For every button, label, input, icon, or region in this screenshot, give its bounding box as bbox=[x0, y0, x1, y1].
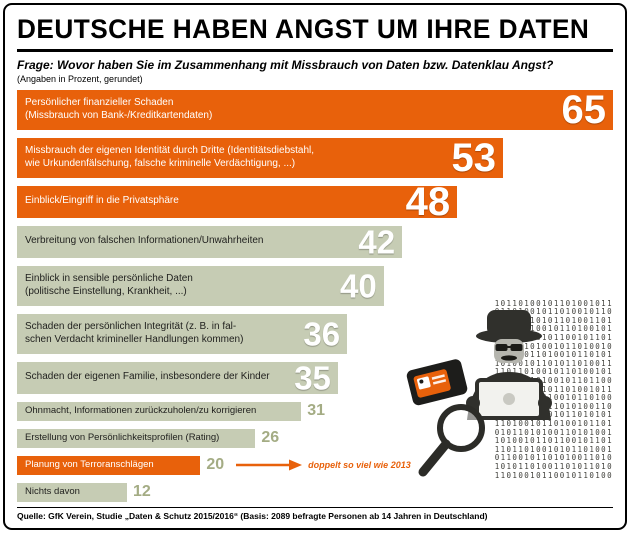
bar-row: Schaden der persönlichen Integrität (z. … bbox=[17, 313, 613, 354]
bar: Schaden der eigenen Familie, insbesonder… bbox=[17, 359, 338, 397]
infographic-frame: DEUTSCHE HABEN ANGST UM IHRE DATEN Frage… bbox=[3, 3, 627, 530]
bar: Einblick/Eingriff in die Privatsphäre 48 bbox=[17, 182, 458, 222]
bar-value: 35 bbox=[294, 359, 331, 397]
stolen-wallet-icon bbox=[406, 358, 468, 405]
unit-note: (Angaben in Prozent, gerundet) bbox=[17, 73, 143, 84]
bar-row: Planung von Terroranschlägen 20 doppelt … bbox=[17, 455, 613, 475]
bar-label: Einblick in sensible persönliche Daten (… bbox=[25, 273, 193, 297]
binary-code-text: 10110100101101001011 0110100101101001011… bbox=[494, 298, 613, 480]
bar-rows: Persönlicher finanzieller Schaden (Missb… bbox=[17, 87, 613, 502]
bar-value-outside: 20 bbox=[206, 456, 225, 474]
bar-label: Schaden der persönlichen Integrität (z. … bbox=[25, 321, 244, 345]
bar-label: Schaden der eigenen Familie, insbesonder… bbox=[25, 371, 270, 383]
source-text: Quelle: GfK Verein, Studie „Daten & Schu… bbox=[17, 511, 488, 522]
bar: Einblick in sensible persönliche Daten (… bbox=[17, 265, 384, 306]
bar: Nichts davon bbox=[17, 482, 128, 502]
bar-value-outside: 12 bbox=[133, 483, 151, 501]
title-divider bbox=[17, 48, 613, 52]
bar-label: Nichts davon bbox=[25, 486, 80, 498]
bar-row: Einblick in sensible persönliche Daten (… bbox=[17, 265, 613, 306]
bar-row: Missbrauch der eigenen Identität durch D… bbox=[17, 135, 613, 180]
survey-question: Frage: Wovor haben Sie im Zusammenhang m… bbox=[17, 57, 554, 72]
bar-label: Persönlicher finanzieller Schaden (Missb… bbox=[25, 97, 213, 121]
bar-label: Erstellung von Persönlichkeitsprofilen (… bbox=[25, 432, 220, 444]
bar-chart: 10110100101101001011 0110100101101001011… bbox=[17, 87, 615, 502]
bar-label: Einblick/Eingriff in die Privatsphäre bbox=[25, 195, 179, 207]
bar-row: Nichts davon 12 bbox=[17, 482, 613, 502]
hacker-illustration: 10110100101101001011 0110100101101001011… bbox=[406, 298, 615, 482]
page-title: DEUTSCHE HABEN ANGST UM IHRE DATEN bbox=[17, 14, 590, 44]
bar-row: Ohnmacht, Informationen zurückzuholen/zu… bbox=[17, 401, 613, 421]
magnifier-icon bbox=[418, 403, 485, 477]
bar-label: Ohnmacht, Informationen zurückzuholen/zu… bbox=[25, 405, 257, 417]
bar: Verbreitung von falschen Informationen/U… bbox=[17, 223, 403, 261]
bar-label: Missbrauch der eigenen Identität durch D… bbox=[25, 145, 315, 169]
bar: Schaden der persönlichen Integrität (z. … bbox=[17, 313, 348, 354]
annotation: doppelt so viel wie 2013 bbox=[224, 459, 411, 471]
hacker-spy-icon bbox=[466, 309, 552, 420]
bar-row: Verbreitung von falschen Informationen/U… bbox=[17, 223, 613, 261]
bar: Erstellung von Persönlichkeitsprofilen (… bbox=[17, 428, 256, 448]
bar-value: 42 bbox=[358, 223, 396, 261]
bar-value: 48 bbox=[405, 179, 451, 224]
annotation-text: doppelt so viel wie 2013 bbox=[308, 460, 411, 471]
bar-row: Erstellung von Persönlichkeitsprofilen (… bbox=[17, 428, 613, 448]
bar-row: Schaden der eigenen Familie, insbesonder… bbox=[17, 359, 613, 397]
bar-value: 65 bbox=[561, 87, 607, 132]
source-divider bbox=[17, 506, 613, 509]
bar: Ohnmacht, Informationen zurückzuholen/zu… bbox=[17, 401, 302, 421]
bar-label: Verbreitung von falschen Informationen/U… bbox=[25, 235, 264, 247]
bar-value-outside: 26 bbox=[261, 429, 280, 447]
bar: Planung von Terroranschlägen bbox=[17, 455, 201, 475]
bar: Persönlicher finanzieller Schaden (Missb… bbox=[17, 87, 613, 132]
annotation-arrow-icon bbox=[236, 459, 303, 471]
bar-label: Planung von Terroranschlägen bbox=[25, 459, 154, 471]
bar: Missbrauch der eigenen Identität durch D… bbox=[17, 135, 503, 180]
bar-value: 36 bbox=[303, 315, 341, 353]
bar-row: Persönlicher finanzieller Schaden (Missb… bbox=[17, 87, 613, 132]
bar-value: 40 bbox=[340, 267, 377, 305]
bar-value: 53 bbox=[451, 135, 496, 180]
bar-value-outside: 31 bbox=[307, 402, 326, 420]
bar-row: Einblick/Eingriff in die Privatsphäre 48 bbox=[17, 182, 613, 222]
